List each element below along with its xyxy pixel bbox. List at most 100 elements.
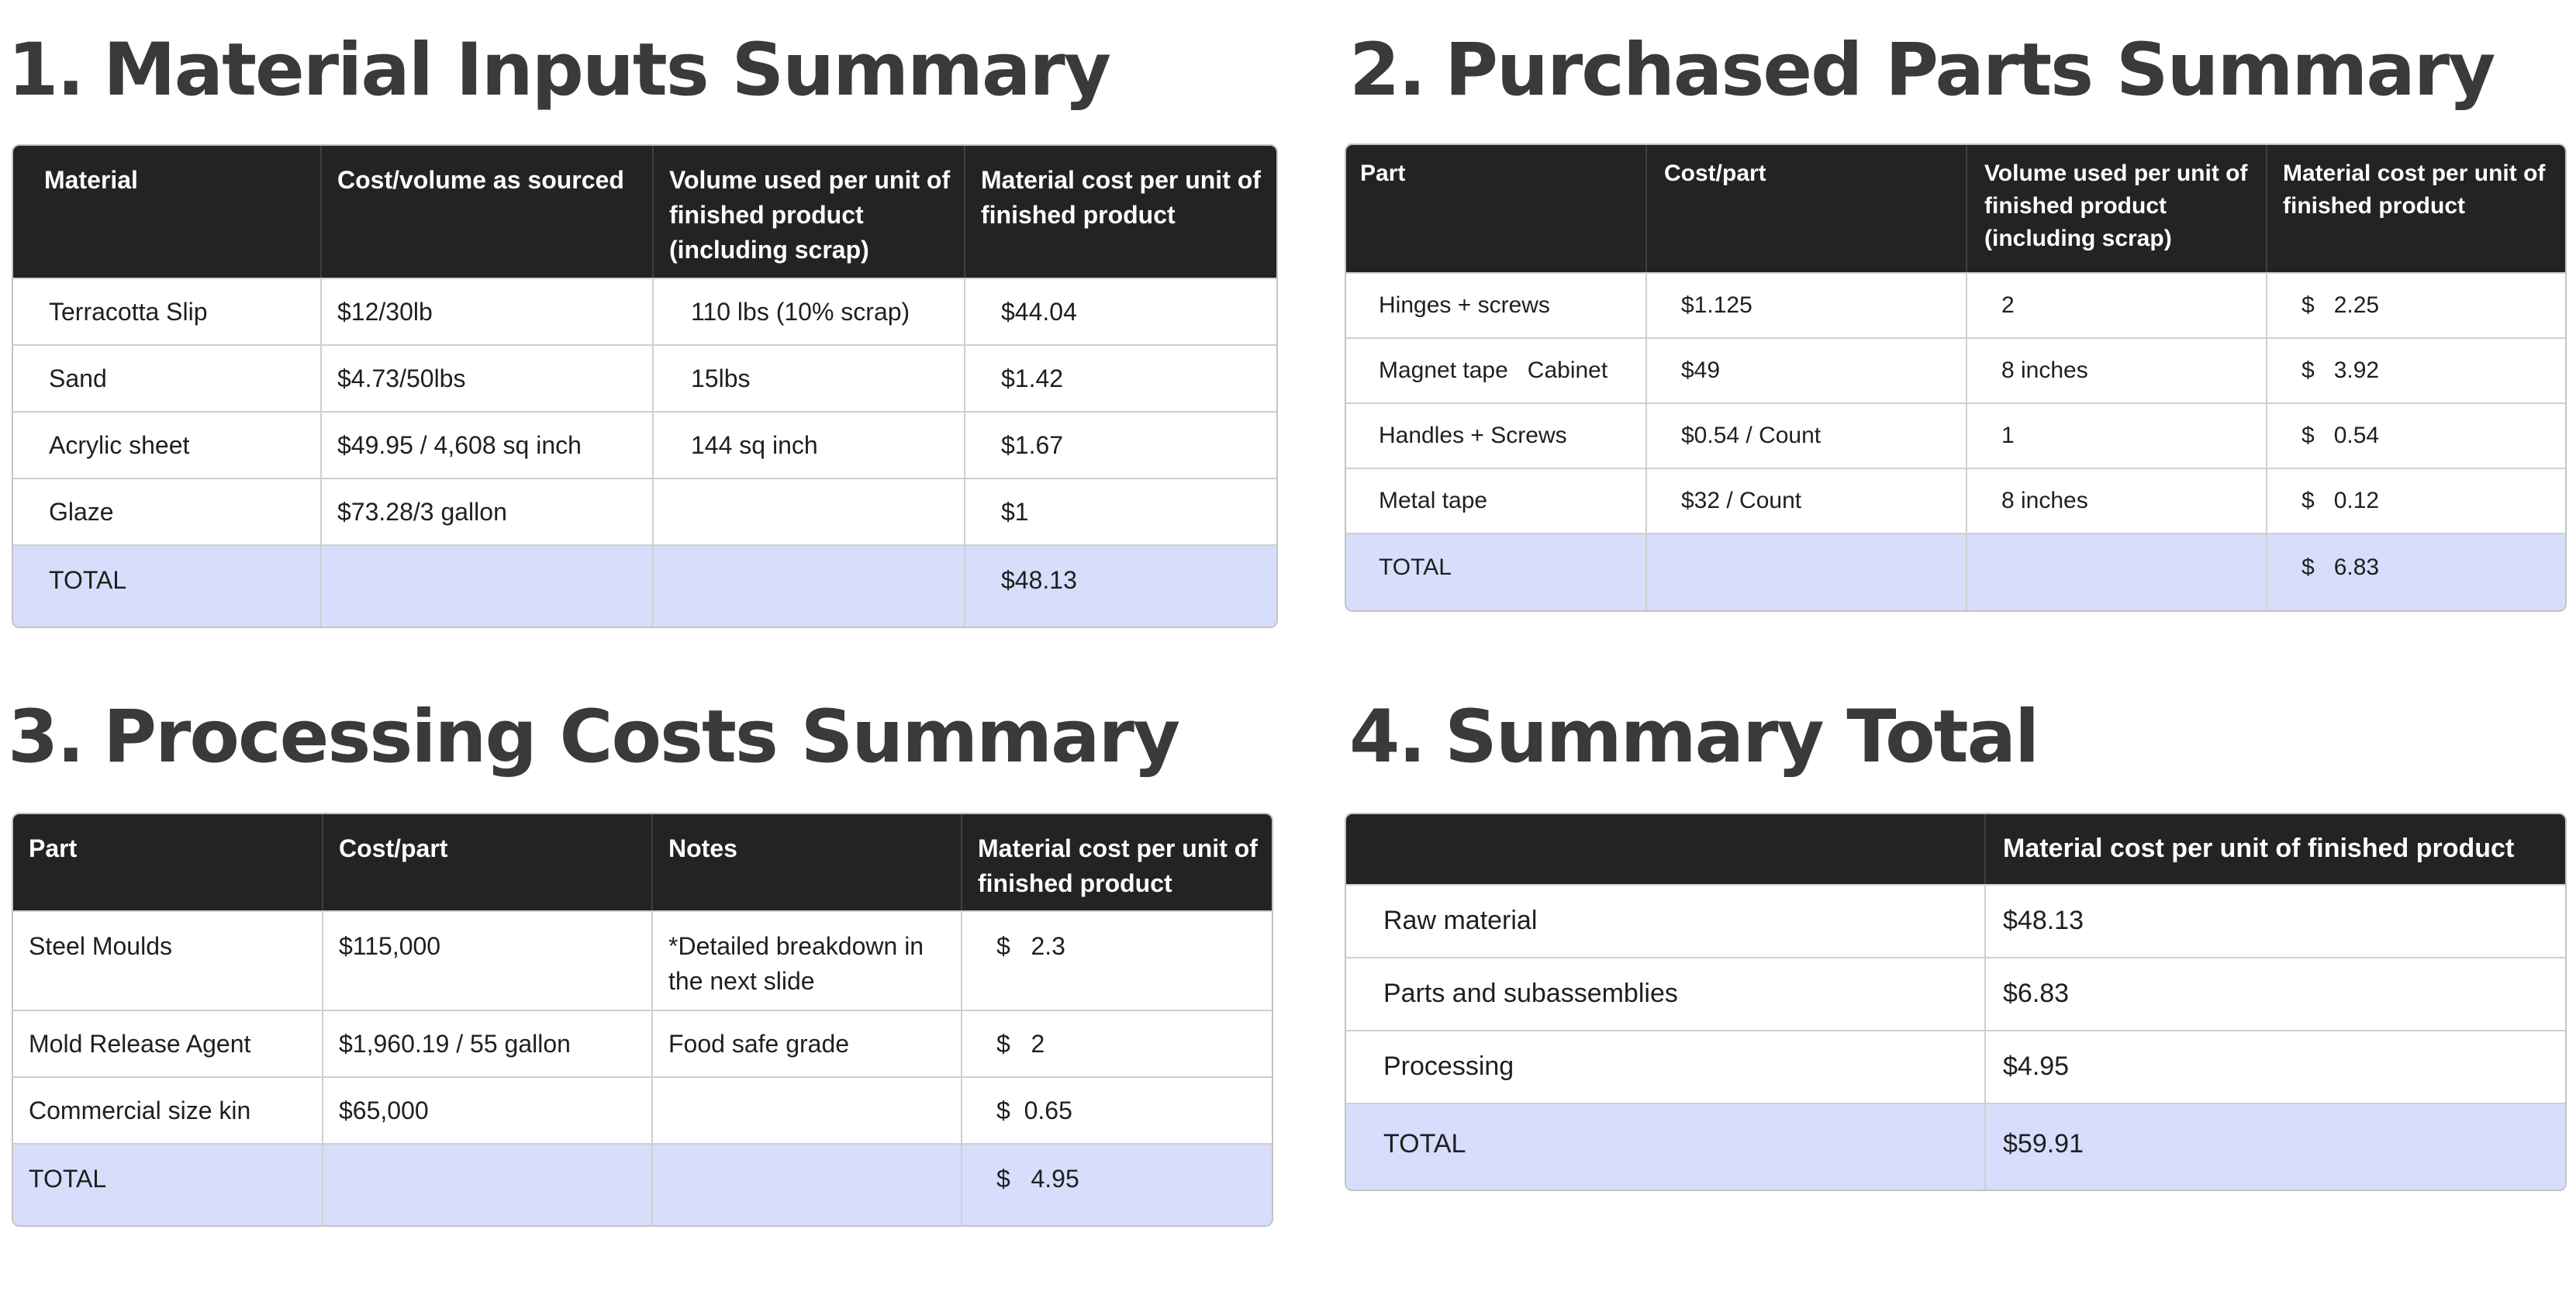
processing-costs-table: Part Cost/part Notes Material cost per unit… (12, 813, 1273, 1227)
table-row: Handles + Screws $0.54 / Count 1 $ 0.54 (1346, 402, 2565, 468)
table-cell: $73.28/3 gallon (320, 479, 652, 544)
table-cell: $ 6.83 (2266, 534, 2565, 610)
table-cell: Acrylic sheet (49, 430, 190, 459)
section-title: 4. Summary Total (1349, 701, 2039, 774)
table-cell: $ 3.92 (2266, 339, 2565, 402)
table-cell: $ 0.12 (2266, 469, 2565, 533)
table-cell: $ 2.25 (2266, 274, 2565, 337)
table-cell: $32 / Count (1645, 469, 1966, 533)
table-cell: $ 0.54 (2266, 404, 2565, 468)
table-cell: Metal tape (1379, 488, 1488, 513)
table-cell: $115,000 (322, 912, 651, 1010)
table-cell: Parts and subassemblies (1383, 979, 1678, 1009)
table-header-cell: Cost/volume as sourced (320, 146, 652, 278)
table-cell: Handles + Screws (1379, 423, 1567, 448)
section-number: 2. (1349, 28, 1426, 112)
purchased-parts-section: 2. Purchased Parts Summary Part Cost/part V… (0, 0, 2576, 636)
table-cell: $49.95 / 4,608 sq inch (320, 413, 652, 478)
section-number: 4. (1349, 695, 1426, 779)
table-row: Magnet tape Cabinet $49 8 inches $ 3.92 (1346, 337, 2565, 402)
table-cell: 144 sq inch (652, 413, 964, 478)
table-row: Glaze $73.28/3 gallon $1 (13, 478, 1276, 544)
table-cell: Magnet tape Cabinet (1379, 357, 1608, 383)
section-title-text: Purchased Parts Summary (1445, 28, 2495, 112)
table-cell: Processing (1383, 1052, 1514, 1082)
table-header-cell: Volume used per unit of finished product… (652, 146, 964, 278)
section-title-text: Processing Costs Summary (103, 695, 1180, 779)
table-header-cell: Part (1360, 161, 1406, 186)
section-title: 1. Material Inputs Summary (8, 34, 1111, 107)
table-header-row: Material cost per unit of finished produ… (1346, 814, 2565, 884)
table-cell: $ 2.3 (961, 912, 1272, 1010)
section-title: 2. Purchased Parts Summary (1349, 34, 2495, 107)
table-header-cell: Material cost per unit of finished produ… (964, 146, 1275, 278)
table-cell: $1 (964, 479, 1275, 544)
table-cell: 8 inches (1966, 339, 2266, 402)
table-row: Sand $4.73/50lbs 15lbs $1.42 (13, 344, 1276, 411)
table-header-cell: Material cost per unit of finished produ… (2266, 145, 2565, 272)
processing-costs-section: 3. Processing Costs Summary Part Cost/part… (8, 701, 1273, 1227)
table-cell: TOTAL (1379, 554, 1452, 580)
table-total-row: TOTAL $59.91 (1346, 1103, 2565, 1190)
table-header-cell: Notes (651, 814, 961, 910)
table-cell (651, 1145, 961, 1225)
purchased-parts-table: Part Cost/part Volume used per unit of fin… (1345, 143, 2567, 612)
table-row: Parts and subassemblies $6.83 (1346, 957, 2565, 1030)
table-cell: 1 (1966, 404, 2266, 468)
table-cell (652, 479, 964, 544)
table-cell: Raw material (1383, 906, 1538, 936)
table-row: Raw material $48.13 (1346, 884, 2565, 957)
table-cell: $65,000 (322, 1078, 651, 1143)
table-cell: *Detailed breakdown in the next slide (651, 912, 961, 1010)
table-cell: $1.125 (1645, 274, 1966, 337)
table-row: Mold Release Agent $1,960.19 / 55 gallon F… (13, 1010, 1272, 1076)
table-row: Processing $4.95 (1346, 1030, 2565, 1103)
material-inputs-section: 1. Material Inputs Summary Material Cost/v… (0, 0, 1303, 636)
table-row: Hinges + screws $1.125 2 $ 2.25 (1346, 272, 2565, 337)
table-header-cell: Material (44, 166, 138, 194)
table-header-cell: Part (29, 834, 78, 862)
table-cell (651, 1078, 961, 1143)
table-cell: $ 4.95 (961, 1145, 1272, 1225)
table-header-row: Part Cost/part Volume used per unit of fin… (1346, 145, 2565, 272)
table-total-row: TOTAL $ 4.95 (13, 1143, 1272, 1225)
table-cell: 110 lbs (10% scrap) (652, 279, 964, 344)
table-cell: Sand (49, 364, 107, 392)
table-cell: $1.67 (964, 413, 1275, 478)
section-title-text: Material Inputs Summary (103, 28, 1111, 112)
section-title: 3. Processing Costs Summary (8, 701, 1180, 774)
table-total-row: TOTAL $48.13 (13, 544, 1276, 627)
table-cell: TOTAL (49, 566, 127, 594)
section-title-text: Summary Total (1445, 695, 2039, 779)
table-row: Steel Moulds $115,000 *Detailed breakdown … (13, 910, 1272, 1010)
material-inputs-table: Material Cost/volume as sourced Volume use… (12, 144, 1278, 628)
table-header-cell: Volume used per unit of finished product… (1966, 145, 2266, 272)
table-header-cell: Material cost per unit of finished produ… (961, 814, 1272, 910)
table-total-row: TOTAL $ 6.83 (1346, 533, 2565, 610)
table-row: Metal tape $32 / Count 8 inches $ 0.12 (1346, 468, 2565, 533)
table-cell (320, 546, 652, 627)
table-cell: $49 (1645, 339, 1966, 402)
table-cell: $59.91 (1984, 1104, 2565, 1190)
section-number: 3. (8, 695, 85, 779)
table-header-cell: Cost/part (322, 814, 651, 910)
table-cell: 2 (1966, 274, 2266, 337)
table-cell: $0.54 / Count (1645, 404, 1966, 468)
table-cell: $4.73/50lbs (320, 346, 652, 411)
table-cell: TOTAL (29, 1165, 107, 1193)
table-cell: $6.83 (1984, 958, 2565, 1030)
table-cell: $ 2 (961, 1011, 1272, 1076)
summary-total-table: Material cost per unit of finished produ… (1345, 813, 2567, 1191)
table-header-cell: Cost/part (1645, 145, 1966, 272)
table-cell: $1.42 (964, 346, 1275, 411)
table-cell (652, 546, 964, 627)
table-cell: $44.04 (964, 279, 1275, 344)
table-cell: Glaze (49, 497, 114, 526)
table-cell: Hinges + screws (1379, 292, 1550, 318)
table-cell: $ 0.65 (961, 1078, 1272, 1143)
section-number: 1. (8, 28, 85, 112)
table-cell: Commercial size kin (29, 1096, 251, 1124)
table-cell: Food safe grade (651, 1011, 961, 1076)
table-cell: $4.95 (1984, 1031, 2565, 1103)
